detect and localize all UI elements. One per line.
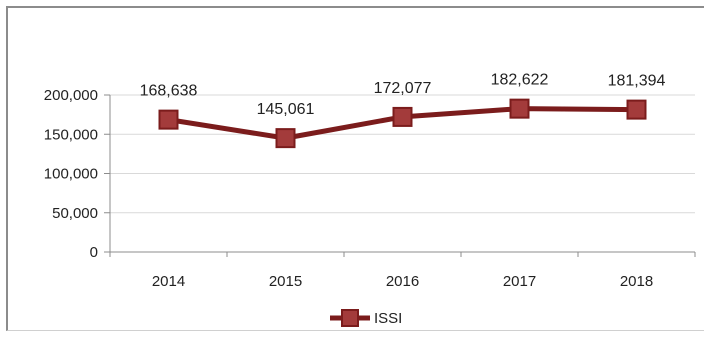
legend: ISSI — [330, 309, 402, 327]
data-label: 181,394 — [608, 73, 666, 90]
y-tick-label: 0 — [90, 244, 98, 261]
x-tick-label: 2015 — [269, 273, 302, 290]
data-point — [158, 109, 179, 130]
y-tick-label: 150,000 — [44, 126, 98, 143]
data-point — [626, 99, 647, 120]
data-point — [275, 128, 296, 149]
x-tick-label: 2017 — [503, 273, 536, 290]
y-tick-label: 50,000 — [52, 205, 98, 222]
data-point — [392, 106, 413, 127]
legend-marker-swatch — [341, 309, 359, 327]
x-tick-label: 2016 — [386, 273, 419, 290]
y-tick-label: 200,000 — [44, 87, 98, 104]
data-label: 182,622 — [491, 72, 549, 89]
gridlines — [110, 94, 695, 214]
chart-frame — [6, 6, 704, 331]
legend-label: ISSI — [374, 310, 402, 327]
y-axis: 0 50,000 100,000 150,000 200,000 — [44, 87, 111, 261]
y-tick-label: 100,000 — [44, 166, 98, 183]
series-group: 168,638 145,061 172,077 182,622 181,394 — [140, 72, 666, 149]
data-point — [509, 98, 530, 119]
data-label: 172,077 — [374, 80, 432, 97]
x-axis: 2014 2015 2016 2017 2018 — [109, 251, 696, 290]
data-label: 145,061 — [257, 101, 315, 118]
data-label: 168,638 — [140, 83, 198, 100]
x-tick-label: 2014 — [152, 273, 185, 290]
x-tick-label: 2018 — [620, 273, 653, 290]
